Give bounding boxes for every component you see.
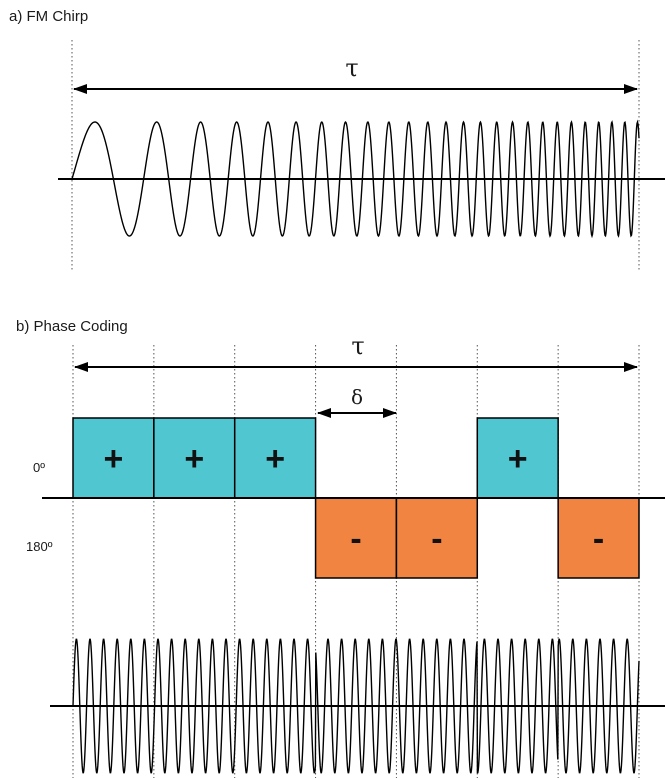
chip-180-degree [314,497,398,579]
chirp-waveform [71,119,640,239]
chip-delta-label: δ [351,385,363,409]
chip-sign-label: + [508,440,528,478]
chip-sign-label: - [593,520,604,558]
phase-coding-section: b) Phase Coding τ δ 0º 180º + + + - - + - [16,318,665,778]
chip-0-degree [72,417,155,499]
phase-code-chips: + + + - - + - [72,417,640,579]
phase-coding-title: b) Phase Coding [16,318,128,335]
chip-sign-label: + [184,440,204,478]
chip-sign-label: - [350,520,361,558]
phase-tau-label: τ [351,332,364,360]
fm-chirp-title: a) FM Chirp [9,8,88,25]
phase-0-label: 0º [33,460,45,475]
chip-sign-label: + [103,440,123,478]
chip-sign-label: + [265,440,285,478]
chip-sign-label: - [431,520,442,558]
phase-180-label: 180º [26,539,53,554]
chip-180-degree [557,497,640,579]
phase-coded-carrier-waveform [72,638,640,774]
fm-chirp-section: a) FM Chirp τ [9,8,665,272]
chirp-tau-label: τ [345,54,358,82]
